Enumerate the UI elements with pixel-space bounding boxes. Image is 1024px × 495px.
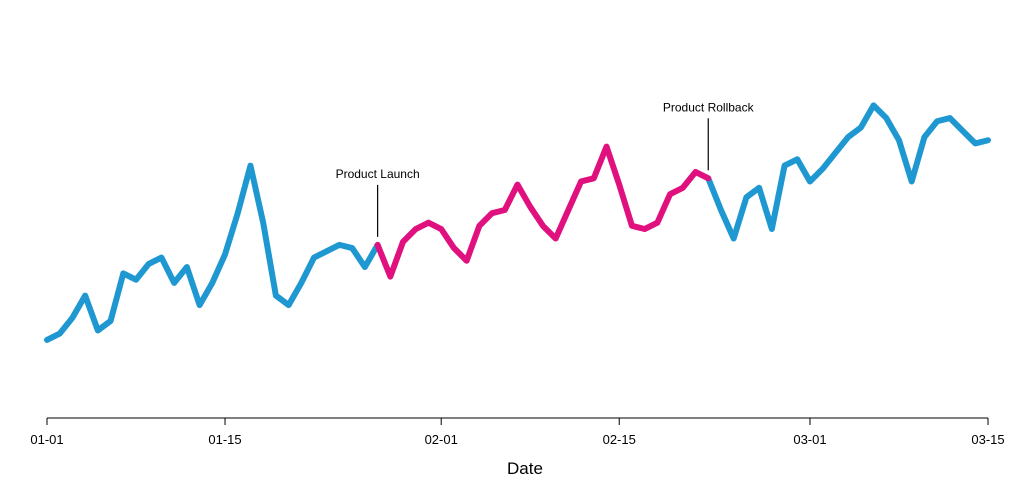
x-tick-label: 02-01 (425, 432, 458, 447)
series-line-highlight (374, 143, 712, 280)
x-axis: 01-01 01-15 02-01 02-15 03-01 03-15 (30, 417, 1005, 447)
x-tick-label: 03-01 (793, 432, 826, 447)
x-tick-label: 02-15 (603, 432, 636, 447)
x-tick-label: 03-15 (971, 432, 1004, 447)
annotation-label: Product Rollback (663, 100, 755, 114)
annotation-label: Product Launch (336, 167, 420, 181)
x-tick-label: 01-01 (30, 432, 63, 447)
x-tick-label: 01-15 (208, 432, 241, 447)
series-lines (44, 102, 991, 343)
series-line-base-after (705, 102, 991, 242)
x-axis-title: Date (507, 459, 543, 478)
annotations: Product Launch Product Rollback (336, 100, 755, 237)
series-line-base-before (44, 162, 381, 343)
